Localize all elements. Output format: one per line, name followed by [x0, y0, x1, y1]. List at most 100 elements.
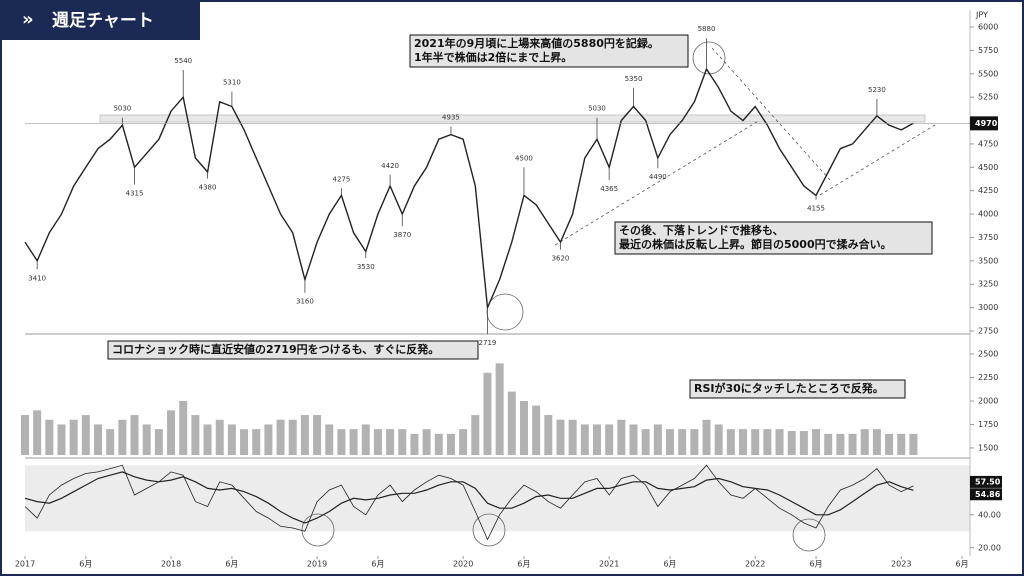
volume-bar [337, 429, 346, 455]
annotation-text: 最近の株価は反転し上昇。節目の5000円で揉み合い。 [619, 237, 892, 251]
volume-bar [118, 419, 127, 455]
rsi-band [25, 465, 970, 532]
price-label: 4155 [807, 205, 825, 213]
volume-bar [860, 429, 869, 455]
volume-bar [45, 419, 54, 455]
volume-bar [240, 429, 249, 455]
volume-bar [422, 429, 431, 455]
volume-bar [434, 433, 443, 455]
price-label: 2719 [479, 339, 497, 347]
y-tick-label: 4500 [978, 163, 998, 172]
volume-bar [276, 419, 285, 455]
volume-bar [495, 363, 504, 455]
volume-bar [775, 429, 784, 455]
volume-bar [812, 429, 821, 455]
price-label: 5310 [223, 79, 241, 87]
volume-bar [94, 424, 103, 455]
volume-bar [179, 400, 188, 455]
annotation-text: コロナショック時に直近安値の2719円をつけるも、すぐに反発。 [112, 342, 439, 356]
y-tick-label: 20.00 [978, 543, 1001, 552]
annotation-text: その後、下落トレンドで推移も、 [619, 223, 784, 237]
rsi-last-label: 54.86 [975, 490, 1001, 499]
volume-bar [629, 424, 638, 455]
volume-bar [885, 433, 894, 455]
volume-bar [203, 424, 212, 455]
volume-bar [617, 419, 626, 455]
volume-bar [690, 429, 699, 455]
volume-bar [568, 419, 577, 455]
y-tick-label: 5750 [978, 46, 998, 55]
volume-bar [872, 429, 881, 455]
y-tick-label: 3750 [978, 233, 998, 242]
volume-bar [556, 419, 565, 455]
rsi-line [24, 471, 914, 524]
volume-bar [592, 424, 601, 455]
price-label: 5030 [113, 105, 131, 113]
header-title: 週足チャート [52, 11, 154, 31]
volume-bar [641, 429, 650, 455]
rsi-line [24, 464, 914, 541]
volume-bar [106, 429, 115, 455]
annotation-box [689, 379, 906, 399]
volume-bar [824, 433, 833, 455]
x-tick-label: 2022 [745, 560, 765, 569]
volume-bar [848, 433, 857, 455]
volume-bar [446, 433, 455, 455]
price-label: 4380 [199, 184, 217, 192]
volume-bar [154, 429, 163, 455]
x-tick-label: 2018 [161, 560, 181, 569]
y-tick-label: 2750 [978, 327, 998, 336]
x-tick-label: 6月 [79, 560, 92, 569]
y-tick-label: 4250 [978, 186, 998, 195]
volume-bar [361, 424, 370, 455]
volume-bar [519, 400, 528, 455]
volume-bar [215, 419, 224, 455]
x-tick-label: 2023 [891, 560, 911, 569]
price-label: 4490 [649, 173, 667, 181]
volume-bar [33, 410, 42, 455]
rsi-last-box [970, 488, 1002, 501]
volume-bar [605, 424, 614, 455]
volume-bar [653, 424, 662, 455]
x-tick-label: 6月 [225, 560, 238, 569]
y-tick-label: 2000 [978, 396, 998, 405]
rsi-last-box [970, 475, 1002, 488]
volume-bar [459, 429, 468, 455]
volume-bar [483, 372, 492, 455]
volume-bar [288, 419, 297, 455]
annotation-text: RSIが30にタッチしたところで反発。 [694, 381, 884, 395]
volume-bar [763, 429, 772, 455]
x-tick-label: 6月 [663, 560, 676, 569]
volume-bar [739, 429, 748, 455]
price-label: 4275 [333, 175, 351, 183]
volume-bar [398, 429, 407, 455]
annotation-box [614, 221, 933, 255]
y-tick-label: 3000 [978, 303, 998, 312]
y-tick-label: 2250 [978, 373, 998, 382]
y-tick-label: 1500 [978, 443, 998, 452]
volume-bar [471, 415, 480, 455]
volume-bar [313, 415, 322, 455]
last-price-box [970, 116, 998, 131]
y-tick-label: 4750 [978, 139, 998, 148]
price-label: 3410 [28, 274, 46, 282]
y-tick-label: 3250 [978, 280, 998, 289]
x-tick-label: 6月 [956, 560, 969, 569]
volume-bar [787, 431, 796, 455]
volume-bar [897, 433, 906, 455]
volume-bar [167, 410, 176, 455]
volume-bar [544, 415, 553, 455]
x-tick-label: 2017 [15, 560, 35, 569]
volume-bar [349, 429, 358, 455]
volume-bar [81, 415, 90, 455]
price-line [24, 67, 914, 311]
volume-bar [264, 424, 273, 455]
highlight-circles [301, 41, 826, 552]
annotation-text: 2021年の9月頃に上場来高値の5880円を記録。 [414, 36, 659, 50]
annotation-box [107, 340, 479, 360]
price-label: 4935 [442, 114, 460, 122]
price-label: 4315 [126, 190, 144, 198]
volume-bar [580, 424, 589, 455]
x-tick-label: 2019 [307, 560, 327, 569]
price-label: 5880 [698, 25, 716, 33]
